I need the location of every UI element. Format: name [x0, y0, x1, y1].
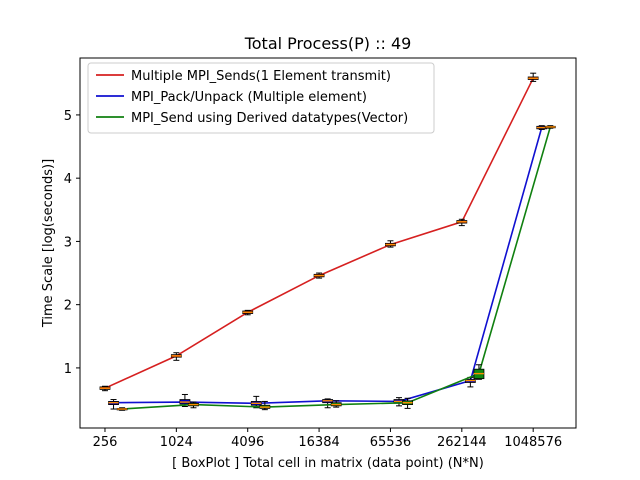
x-tick-label: 262144 [437, 435, 487, 450]
legend-label-0: Multiple MPI_Sends(1 Element transmit) [131, 69, 391, 84]
y-tick-label: 4 [64, 172, 72, 187]
x-tick-label: 1048576 [504, 435, 562, 450]
legend: Multiple MPI_Sends(1 Element transmit) MP… [87, 62, 435, 134]
axes-frame [79, 57, 577, 429]
legend-label-2: MPI_Send using Derived datatypes(Vector) [131, 111, 408, 126]
y-tick-label: 2 [64, 299, 72, 314]
legend-label-1: MPI_Pack/Unpack (Multiple element) [131, 90, 367, 105]
axis-ticks: 256 1024 4096 16384 65536 262144 1048576 1 2 3 4 5 [64, 109, 562, 450]
y-tick-label: 1 [64, 362, 72, 377]
x-tick-label: 256 [93, 435, 118, 450]
x-tick-label: 1024 [160, 435, 193, 450]
plot-area [99, 72, 556, 411]
legend-box [87, 62, 435, 134]
y-tick-label: 5 [64, 109, 72, 124]
x-tick-label: 65536 [370, 435, 411, 450]
x-tick-label: 4096 [231, 435, 264, 450]
y-axis-label: Time Scale [log(seconds)] [41, 159, 56, 328]
x-axis-label: [ BoxPlot ] Total cell in matrix (data p… [172, 456, 484, 471]
x-tick-label: 16384 [298, 435, 339, 450]
chart-title: Total Process(P) :: 49 [244, 34, 412, 53]
y-tick-label: 3 [64, 235, 72, 250]
